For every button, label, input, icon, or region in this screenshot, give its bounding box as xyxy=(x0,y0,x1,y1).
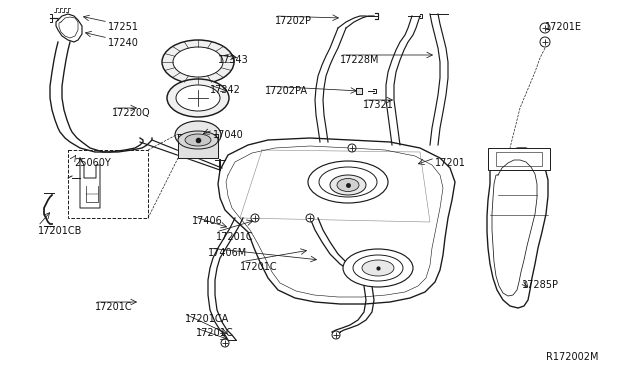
Bar xyxy=(496,152,542,166)
Text: 17220Q: 17220Q xyxy=(112,108,150,118)
Ellipse shape xyxy=(353,255,403,281)
Text: 17201C: 17201C xyxy=(95,302,132,312)
Text: 17201C: 17201C xyxy=(240,262,278,272)
Text: 17228M: 17228M xyxy=(340,55,380,65)
Polygon shape xyxy=(80,158,100,208)
Polygon shape xyxy=(492,160,537,296)
Ellipse shape xyxy=(343,249,413,287)
Ellipse shape xyxy=(185,134,211,146)
Ellipse shape xyxy=(173,47,223,77)
Text: 17201CB: 17201CB xyxy=(38,226,83,236)
Text: 17201C: 17201C xyxy=(196,328,234,338)
Text: 25060Y: 25060Y xyxy=(74,158,111,168)
Text: 17406: 17406 xyxy=(192,216,223,226)
Ellipse shape xyxy=(175,121,221,149)
Text: 17201E: 17201E xyxy=(545,22,582,32)
Ellipse shape xyxy=(330,175,366,195)
Ellipse shape xyxy=(162,40,234,84)
Circle shape xyxy=(306,214,314,222)
Text: 17342: 17342 xyxy=(210,85,241,95)
Polygon shape xyxy=(218,138,455,304)
Bar xyxy=(68,150,148,218)
Circle shape xyxy=(348,144,356,152)
Text: 17251: 17251 xyxy=(108,22,139,32)
Ellipse shape xyxy=(337,179,359,192)
Text: 17040: 17040 xyxy=(213,130,244,140)
Text: R172002M: R172002M xyxy=(546,352,598,362)
Ellipse shape xyxy=(167,79,229,117)
Circle shape xyxy=(221,339,229,347)
Circle shape xyxy=(332,331,340,339)
Polygon shape xyxy=(56,14,82,42)
Text: 17201: 17201 xyxy=(435,158,466,168)
Text: 17321: 17321 xyxy=(363,100,394,110)
Ellipse shape xyxy=(308,161,388,203)
Text: 17406M: 17406M xyxy=(208,248,247,258)
Ellipse shape xyxy=(178,131,218,149)
Text: 17343: 17343 xyxy=(218,55,249,65)
Ellipse shape xyxy=(319,167,377,197)
Polygon shape xyxy=(178,134,218,158)
Text: 17202P: 17202P xyxy=(275,16,312,26)
Circle shape xyxy=(251,214,259,222)
Text: 17285P: 17285P xyxy=(522,280,559,290)
Text: 17201C: 17201C xyxy=(216,232,253,242)
Bar xyxy=(488,148,550,170)
Polygon shape xyxy=(487,148,548,308)
Text: 17202PA: 17202PA xyxy=(265,86,308,96)
Text: 17240: 17240 xyxy=(108,38,139,48)
Polygon shape xyxy=(356,88,362,94)
Text: 17201CA: 17201CA xyxy=(185,314,229,324)
Ellipse shape xyxy=(176,85,220,111)
Ellipse shape xyxy=(362,260,394,276)
